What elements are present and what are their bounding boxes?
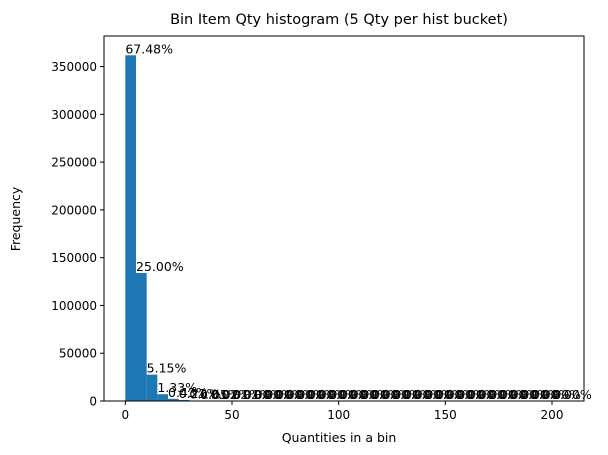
bar-label-25: 0.00%: [392, 387, 432, 402]
bar-label-33: 0.00%: [477, 387, 517, 402]
bar-label-17: 0.00%: [307, 387, 347, 402]
bar-4: [168, 398, 179, 401]
bar-label-22: 0.00%: [360, 387, 400, 402]
bar-5: [178, 399, 190, 401]
y-axis: 0 50000 100000 150000 200000 250000 300000 3500…: [51, 60, 104, 409]
bar-label-18: 0.00%: [317, 387, 357, 402]
y-tick-label-3: 150000: [51, 251, 97, 265]
bar-label-36: 0.00%: [509, 387, 549, 402]
y-tick-label-5: 250000: [51, 156, 97, 170]
bar-label-8: 0.02%: [211, 387, 251, 402]
bar-label-7: 0.05%: [200, 387, 240, 402]
bar-label-4: 0.43%: [168, 385, 208, 400]
bar-0: [125, 55, 136, 401]
bar-label-14: 0.00%: [275, 387, 315, 402]
bar-label-15: 0.00%: [285, 387, 325, 402]
bar-label-12: 0.00%: [253, 387, 293, 402]
x-tick-label-1: 50: [224, 408, 239, 422]
bar-2: [146, 374, 158, 401]
bar-label-0: 67.48%: [125, 41, 173, 56]
bar-label-3: 1.33%: [157, 380, 197, 395]
bar-label-19: 0.00%: [328, 387, 368, 402]
x-tick-label-3: 150: [434, 408, 457, 422]
bar-label-27: 0.00%: [413, 387, 453, 402]
bar-label-2: 5.15%: [147, 361, 187, 376]
x-axis-label: Quantities in a bin: [282, 430, 397, 445]
bar-3: [157, 394, 168, 401]
y-tick-label-7: 350000: [51, 60, 97, 74]
bar-label-26: 0.00%: [403, 387, 443, 402]
bar-label-35: 0.00%: [499, 387, 539, 402]
bar-label-29: 0.00%: [435, 387, 475, 402]
y-tick-label-6: 300000: [51, 108, 97, 122]
bar-label-1: 25.00%: [136, 259, 184, 274]
bar-label-20: 0.00%: [339, 387, 379, 402]
bar-label-5: 0.21%: [179, 386, 219, 401]
bar-label-11: 0.00%: [243, 387, 283, 402]
bar-label-16: 0.00%: [296, 387, 336, 402]
bar-label-32: 0.00%: [467, 387, 507, 402]
bar-label-23: 0.00%: [371, 387, 411, 402]
bar-label-30: 0.00%: [445, 387, 485, 402]
bar-label-28: 0.00%: [424, 387, 464, 402]
x-axis: 0 50 100 150 200: [122, 401, 564, 422]
y-tick-label-1: 50000: [59, 347, 97, 361]
y-tick-label-0: 0: [89, 395, 97, 409]
chart-title: Bin Item Qty histogram (5 Qty per hist b…: [170, 12, 508, 28]
bar-label-38: 0.00%: [531, 387, 571, 402]
x-tick-label-2: 100: [327, 408, 350, 422]
bar-label-39: 0.00%: [541, 387, 581, 402]
plot-frame: [103, 35, 585, 402]
y-tick-label-4: 200000: [51, 203, 97, 217]
bar-label-21: 0.00%: [349, 387, 389, 402]
bar-label-9: 0.01%: [221, 387, 261, 402]
bar-label-6: 0.1%: [189, 387, 221, 402]
x-tick-label-4: 200: [541, 408, 564, 422]
y-tick-label-2: 100000: [51, 299, 97, 313]
bar-label-13: 0.00%: [264, 387, 304, 402]
bar-label-24: 0.00%: [381, 387, 421, 402]
bar-label-34: 0.00%: [488, 387, 528, 402]
bar-label-10: 0.01%: [232, 387, 272, 402]
bar-label-31: 0.00%: [456, 387, 496, 402]
y-axis-label: Frequency: [8, 186, 23, 251]
bar-1: [136, 272, 147, 401]
x-tick-label-0: 0: [122, 408, 130, 422]
bar-label-37: 0.00%: [520, 387, 560, 402]
bar-label-40: 0.00%: [552, 387, 592, 402]
bar-labels-group: 67.48% 25.00% 5.15% 1.33%0.43%0.21%0.1%0.05…: [125, 41, 591, 402]
